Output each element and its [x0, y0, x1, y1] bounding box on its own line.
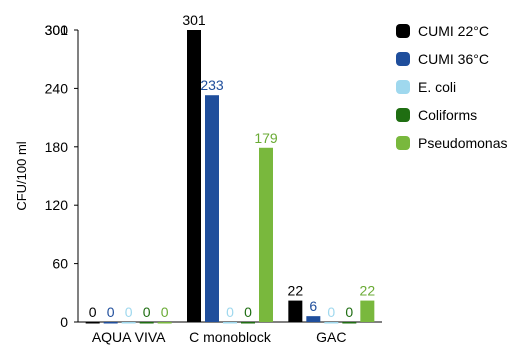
bar: [223, 322, 237, 324]
y-tick-label-overlap: 301: [45, 22, 69, 38]
bar: [187, 30, 201, 322]
bar-value-label: 233: [200, 77, 224, 93]
legend-entry-label: E. coli: [418, 79, 456, 95]
bar-value-label: 0: [161, 304, 169, 320]
bar-value-label: 22: [360, 283, 376, 299]
bar: [157, 322, 172, 324]
legend-swatch: [396, 108, 410, 122]
x-category-label: C monoblock: [189, 329, 272, 345]
bar: [85, 322, 100, 324]
chart-bars: [85, 30, 375, 324]
bar-value-label: 0: [143, 304, 151, 320]
bar-value-label: 0: [125, 304, 133, 320]
y-tick-label: 180: [45, 139, 69, 155]
bar: [324, 322, 339, 324]
bar: [360, 300, 375, 322]
legend-swatch: [396, 136, 410, 150]
bar: [342, 322, 357, 324]
chart-legend: CUMI 22°C CUMI 36°C E. coli Coliforms Pseudo…: [396, 23, 508, 151]
legend-entry-label: CUMI 22°C: [418, 23, 489, 39]
legend-entry-label: CUMI 36°C: [418, 51, 489, 67]
bar-value-label: 301: [182, 12, 206, 28]
bar: [241, 322, 255, 324]
y-tick-label: 240: [45, 80, 69, 96]
y-tick-label: 300: [45, 22, 69, 38]
bar-value-label: 0: [89, 304, 97, 320]
bar-value-label: 179: [254, 130, 278, 146]
bar-value-label: 22: [288, 283, 304, 299]
bar-value-label: 0: [107, 304, 115, 320]
x-category-label: GAC: [316, 329, 346, 345]
bar: [306, 316, 321, 322]
legend-swatch: [396, 24, 410, 38]
bar-value-label: 6: [309, 298, 317, 314]
bar: [121, 322, 136, 324]
bar-value-label: 0: [226, 304, 234, 320]
bar-value-label: 0: [345, 304, 353, 320]
y-tick-label: 60: [52, 256, 68, 272]
bar-value-label: 0: [244, 304, 252, 320]
legend-entry-label: Coliforms: [418, 107, 477, 123]
legend-swatch: [396, 52, 410, 66]
legend-entry-label: Pseudomonas: [418, 135, 508, 151]
y-tick-label: 0: [60, 314, 68, 330]
bar-value-label: 0: [327, 304, 335, 320]
bar: [139, 322, 154, 324]
bar: [103, 322, 118, 324]
bar: [205, 95, 219, 322]
y-axis-label: CFU/100 ml: [14, 141, 29, 210]
x-category-label: AQUA VIVA: [92, 329, 166, 345]
bar: [288, 300, 303, 322]
y-tick-label: 120: [45, 197, 69, 213]
bar: [259, 147, 273, 322]
legend-swatch: [396, 80, 410, 94]
